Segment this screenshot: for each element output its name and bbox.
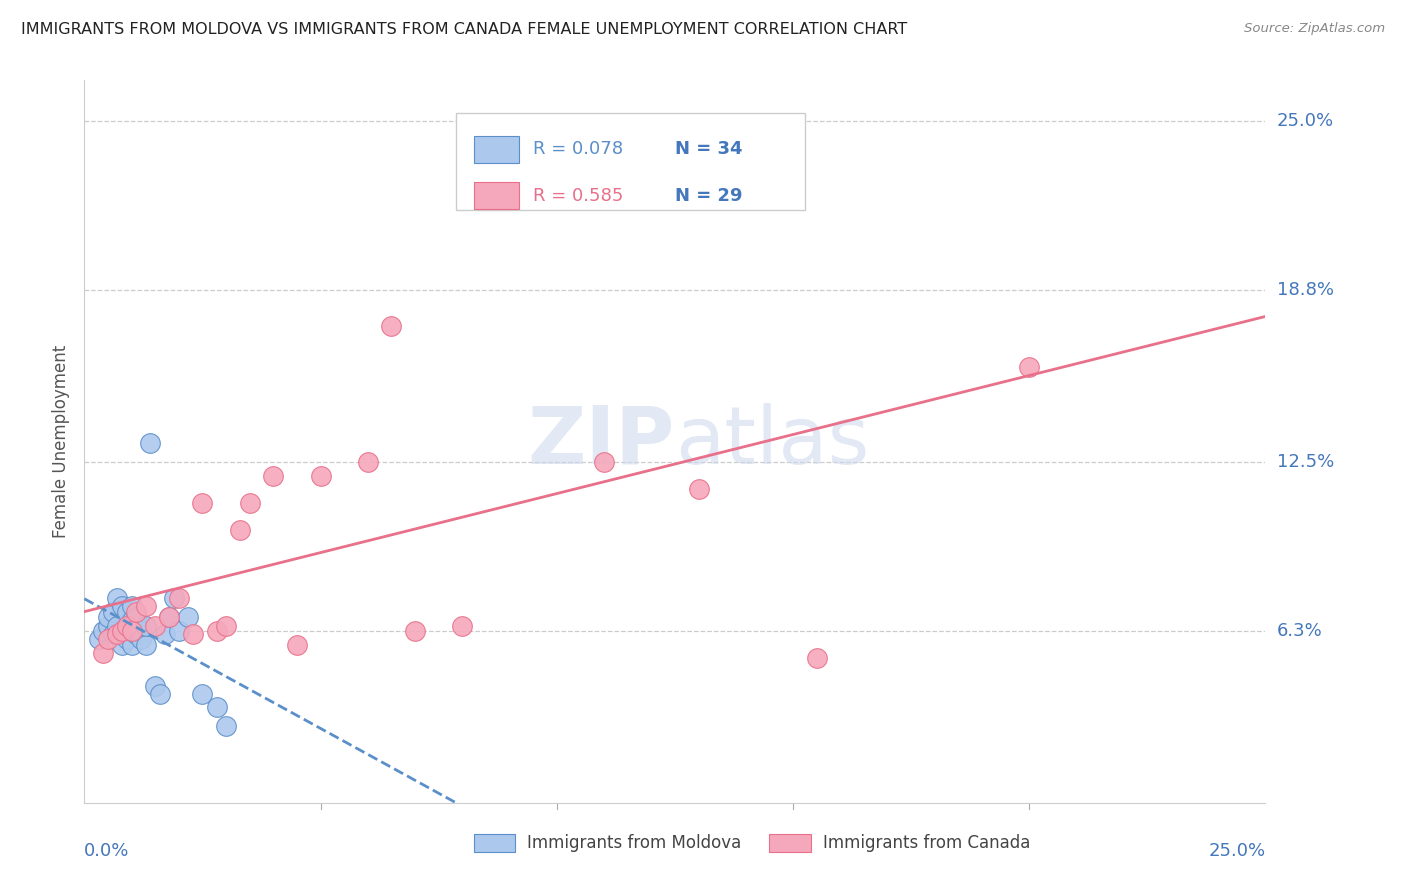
Point xyxy=(143,679,166,693)
Point xyxy=(115,632,138,647)
Point xyxy=(1018,359,1040,374)
Point xyxy=(91,624,114,638)
Point xyxy=(239,496,262,510)
Text: IMMIGRANTS FROM MOLDOVA VS IMMIGRANTS FROM CANADA FEMALE UNEMPLOYMENT CORRELATIO: IMMIGRANTS FROM MOLDOVA VS IMMIGRANTS FR… xyxy=(21,22,907,37)
Point xyxy=(167,624,190,638)
Point xyxy=(135,599,157,614)
Text: ZIP: ZIP xyxy=(527,402,675,481)
Point xyxy=(135,638,157,652)
Point xyxy=(522,169,544,183)
Point xyxy=(157,610,180,624)
Text: Immigrants from Moldova: Immigrants from Moldova xyxy=(527,833,741,852)
Point xyxy=(107,591,129,606)
Text: 0.0%: 0.0% xyxy=(84,842,129,860)
Point xyxy=(111,638,134,652)
Point xyxy=(129,624,152,638)
Point xyxy=(121,613,143,627)
FancyBboxPatch shape xyxy=(457,112,804,211)
Point xyxy=(163,591,186,606)
Point xyxy=(143,618,166,632)
Point xyxy=(135,618,157,632)
Point xyxy=(309,468,332,483)
Text: 25.0%: 25.0% xyxy=(1208,842,1265,860)
Point xyxy=(153,626,176,640)
Bar xyxy=(474,136,519,163)
Point xyxy=(97,610,120,624)
Point xyxy=(91,646,114,660)
Point xyxy=(262,468,284,483)
Point xyxy=(97,632,120,647)
Point xyxy=(380,318,402,333)
Point xyxy=(111,624,134,638)
Point xyxy=(157,610,180,624)
Point xyxy=(404,624,426,638)
Point xyxy=(107,626,129,640)
Point xyxy=(191,496,214,510)
Text: 18.8%: 18.8% xyxy=(1277,281,1333,299)
Point xyxy=(191,687,214,701)
Point xyxy=(129,632,152,647)
Point xyxy=(205,700,228,714)
Point xyxy=(115,618,138,632)
Point xyxy=(101,605,124,619)
Point xyxy=(125,610,148,624)
Text: N = 34: N = 34 xyxy=(675,140,742,159)
Point xyxy=(121,624,143,638)
Point xyxy=(125,605,148,619)
Text: Source: ZipAtlas.com: Source: ZipAtlas.com xyxy=(1244,22,1385,36)
Point xyxy=(121,599,143,614)
Text: 6.3%: 6.3% xyxy=(1277,622,1322,640)
Y-axis label: Female Unemployment: Female Unemployment xyxy=(52,345,70,538)
Point xyxy=(181,626,204,640)
Point xyxy=(688,482,710,496)
Point xyxy=(139,436,162,450)
Point xyxy=(125,626,148,640)
Point xyxy=(115,605,138,619)
Bar xyxy=(769,833,811,852)
Point xyxy=(593,455,616,469)
Text: R = 0.585: R = 0.585 xyxy=(533,186,641,204)
Point xyxy=(451,618,474,632)
Point xyxy=(111,599,134,614)
Point xyxy=(121,624,143,638)
Point xyxy=(357,455,380,469)
Bar xyxy=(474,182,519,210)
Text: atlas: atlas xyxy=(675,402,869,481)
Point xyxy=(285,638,308,652)
Point xyxy=(215,618,238,632)
Point xyxy=(229,523,252,537)
Point xyxy=(115,618,138,632)
Point xyxy=(215,719,238,733)
Bar xyxy=(474,833,516,852)
Text: R = 0.078: R = 0.078 xyxy=(533,140,641,159)
Point xyxy=(205,624,228,638)
Point xyxy=(806,651,828,665)
Point xyxy=(87,632,110,647)
Point xyxy=(149,687,172,701)
Text: Immigrants from Canada: Immigrants from Canada xyxy=(823,833,1029,852)
Text: 25.0%: 25.0% xyxy=(1277,112,1334,130)
Text: 12.5%: 12.5% xyxy=(1277,453,1334,471)
Text: N = 29: N = 29 xyxy=(675,186,742,204)
Point xyxy=(107,618,129,632)
Point xyxy=(101,626,124,640)
Point xyxy=(121,638,143,652)
Point xyxy=(97,618,120,632)
Point xyxy=(177,610,200,624)
Point xyxy=(167,591,190,606)
